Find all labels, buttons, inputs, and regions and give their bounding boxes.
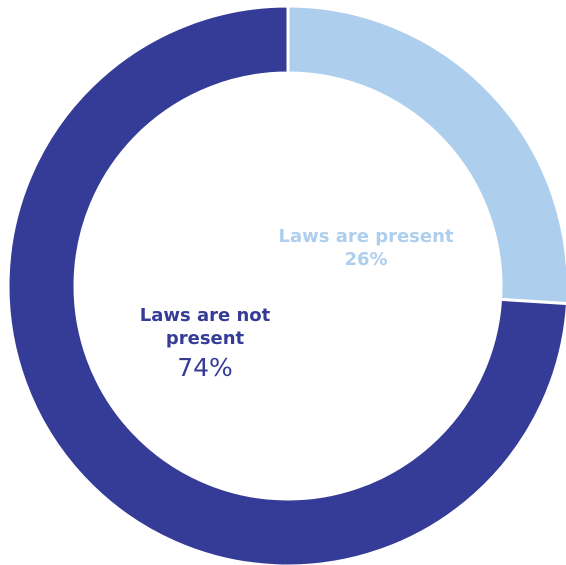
slice-label-laws-not-present-value: 74% bbox=[177, 353, 233, 382]
slice-label-laws-present-name: Laws are present bbox=[278, 226, 454, 247]
slice-label-laws-not-present-name: Laws are not present bbox=[139, 305, 271, 349]
donut-slice-laws-not-present bbox=[6, 4, 566, 565]
slice-label-laws-present-value: 26% bbox=[344, 248, 388, 270]
donut-slices bbox=[6, 4, 566, 565]
slice-label-laws-present: Laws are present 26% bbox=[248, 226, 484, 271]
slice-label-laws-not-present: Laws are not present 74% bbox=[120, 305, 290, 383]
donut-slice-laws-present bbox=[286, 4, 566, 305]
